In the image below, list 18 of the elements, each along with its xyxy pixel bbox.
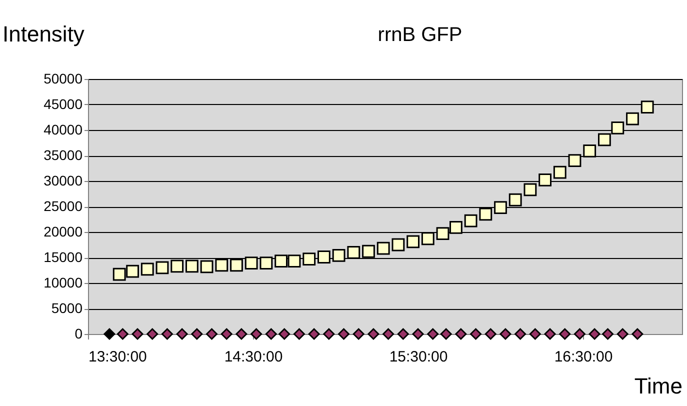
y-tick-label: 25000 [44,198,83,214]
x-tick-label: 15:30:00 [389,348,448,366]
y-tick-label: 20000 [44,224,83,240]
y-axis-title: Intensity [2,22,84,46]
y-tick-label: 50000 [44,70,83,86]
y-tick-label: 30000 [44,172,83,188]
x-axis-title: Time [634,374,682,398]
x-tick-label: 16:30:00 [554,348,613,366]
x-tick-label: 13:30:00 [88,348,147,366]
y-tick-label: 5000 [51,300,83,316]
y-tick-label: 15000 [44,249,83,265]
y-tick-label: 35000 [44,147,83,163]
y-tick-label: 40000 [44,122,83,138]
x-tick-label: 14:30:00 [224,348,283,366]
y-tick-label: 10000 [44,274,83,290]
chart-title: rrnB GFP [378,24,462,46]
y-tick-label: 0 [74,326,83,342]
y-tick-label: 45000 [44,96,83,112]
